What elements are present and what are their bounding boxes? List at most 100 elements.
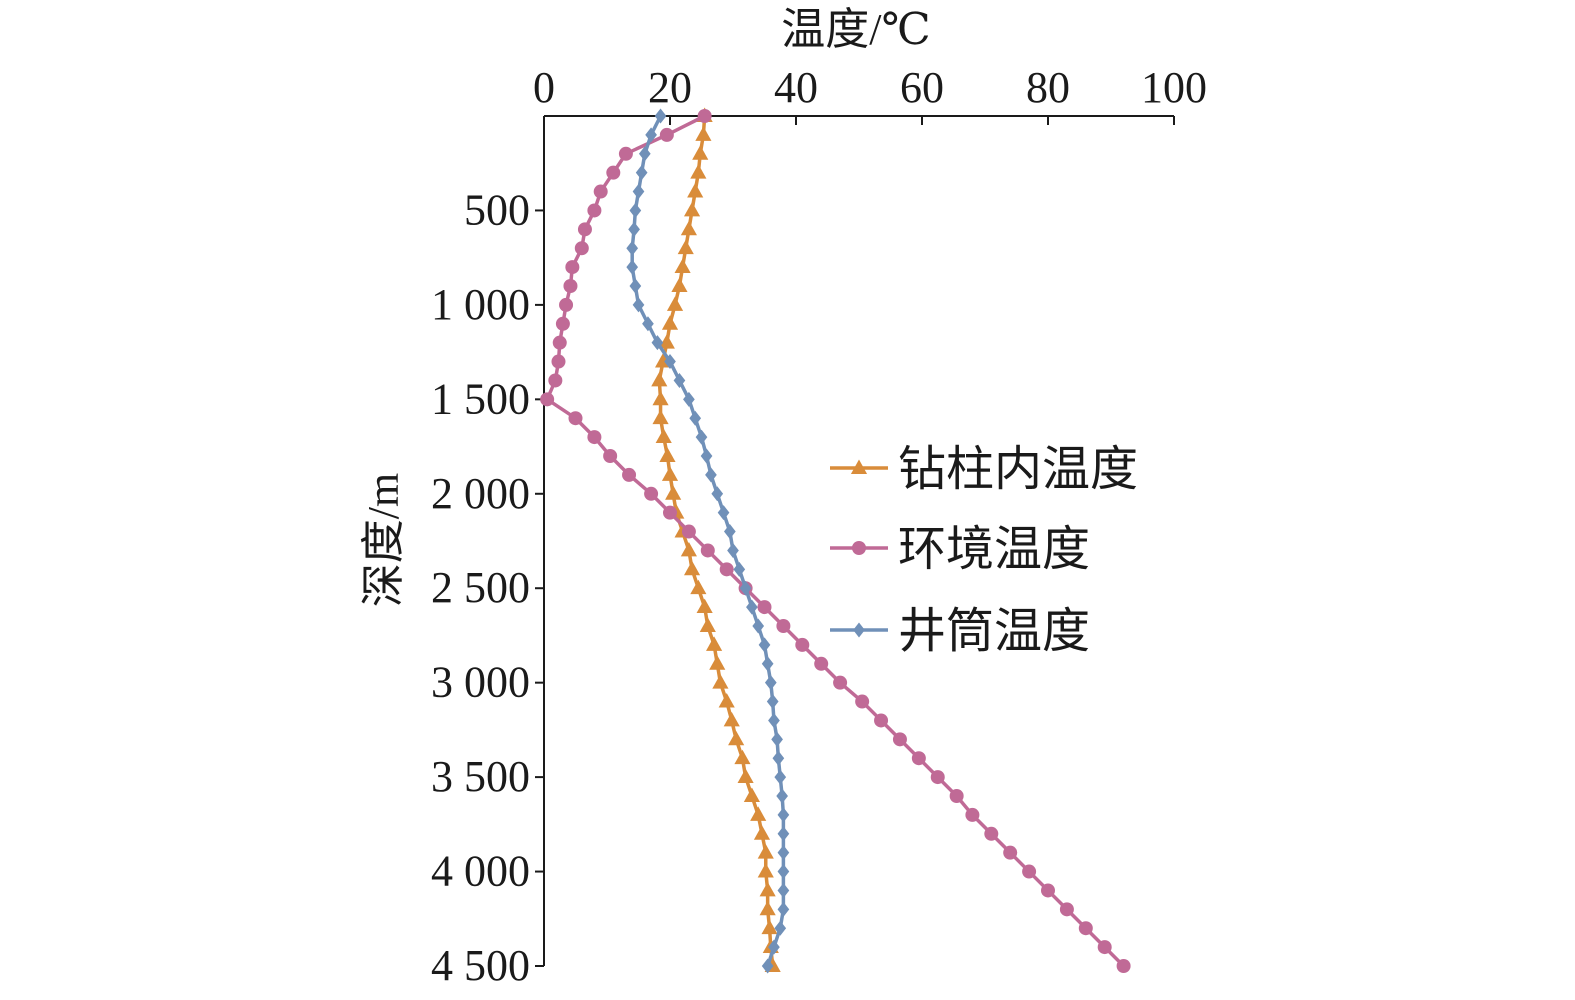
data-point [892,732,907,747]
legend-item-wellbore-temp: 井筒温度 [830,605,1090,658]
data-point [752,618,765,634]
data-point [1116,959,1131,973]
data-point [552,335,567,350]
data-point [674,258,691,274]
y-tick-label: 4 500 [431,941,530,990]
series-1 [540,109,1131,973]
data-point [699,617,716,632]
data-point [746,599,758,615]
data-point [681,524,696,539]
data-point [654,108,667,124]
legend-marker-diamond [853,622,865,638]
data-point [652,409,669,425]
legend-marker-triangle [850,459,868,474]
data-point [632,184,645,200]
data-point [984,826,999,841]
data-point [551,354,566,369]
data-point [628,221,640,237]
data-point [1078,921,1093,936]
data-point [734,749,751,765]
y-ticks: 500 1 000 1 500 2 000 2 500 3 000 3 500 4 000 4 … [431,185,544,990]
data-point [559,297,574,312]
data-point [757,863,774,878]
legend-item-ambient-temp: 环境温度 [830,523,1090,576]
series-layer [540,107,1131,974]
y-tick-label: 4 000 [431,847,530,896]
data-point [761,958,774,974]
data-point [622,467,637,482]
data-point [776,788,788,804]
data-point [629,202,642,218]
data-point [661,315,679,330]
data-point [739,580,752,596]
data-point [606,165,621,180]
data-point [777,864,790,880]
data-point [766,694,779,710]
x-tick-label: 100 [1141,63,1207,112]
data-point [680,541,697,557]
data-point [1022,864,1037,879]
data-point [1041,883,1055,898]
data-point [1059,902,1074,917]
data-point [655,428,672,444]
data-point [603,449,618,463]
data-point [774,769,787,785]
data-point [733,561,746,577]
data-point [540,392,555,407]
data-point [706,636,723,651]
x-ticks: 0 20 40 60 80 100 [533,63,1207,125]
data-point [737,768,754,784]
data-point [673,372,686,388]
data-point [814,656,829,671]
data-point [574,241,589,256]
data-point [652,390,669,406]
axes-layer: 0 20 40 60 80 100 500 1 000 1 500 2 000 2 500 3 00… [431,63,1207,990]
data-point [695,429,708,445]
x-tick-label: 40 [774,63,818,112]
data-point [718,693,735,708]
data-point [683,391,695,407]
data-point [758,637,771,653]
data-point [753,825,771,840]
data-point [709,655,726,670]
data-point [776,619,791,633]
x-tick-label: 20 [648,63,692,112]
data-point [618,146,633,161]
data-point [911,751,926,766]
data-point [1097,940,1112,955]
data-point [680,220,697,236]
data-point [777,845,790,861]
data-point [695,126,712,141]
legend-marker-circle [852,541,866,555]
data-point [593,184,608,199]
data-point [761,656,774,672]
data-point [548,373,563,388]
data-point [772,750,785,766]
y-tick-label: 2 500 [431,563,530,612]
data-point [632,297,645,313]
series-line [545,114,1125,968]
legend-label-1: 环境温度 [898,523,1090,576]
y-tick-label: 500 [464,185,530,234]
data-point [717,505,730,521]
data-point [719,562,734,577]
data-point [855,694,870,709]
legend-label-0: 钻柱内温度 [898,443,1138,496]
data-point [795,637,810,652]
y-axis-title: 深度/m [359,473,408,607]
data-point [727,542,739,558]
data-point [671,277,688,292]
x-tick-label: 60 [900,63,944,112]
data-point [728,730,745,746]
data-point [690,164,707,179]
data-point [658,334,675,349]
data-point [743,787,760,802]
series-2 [626,108,790,974]
data-point [723,711,740,727]
data-point [949,789,964,803]
data-point [644,486,659,501]
y-tick-label: 3 500 [431,752,530,801]
data-point [833,675,848,690]
